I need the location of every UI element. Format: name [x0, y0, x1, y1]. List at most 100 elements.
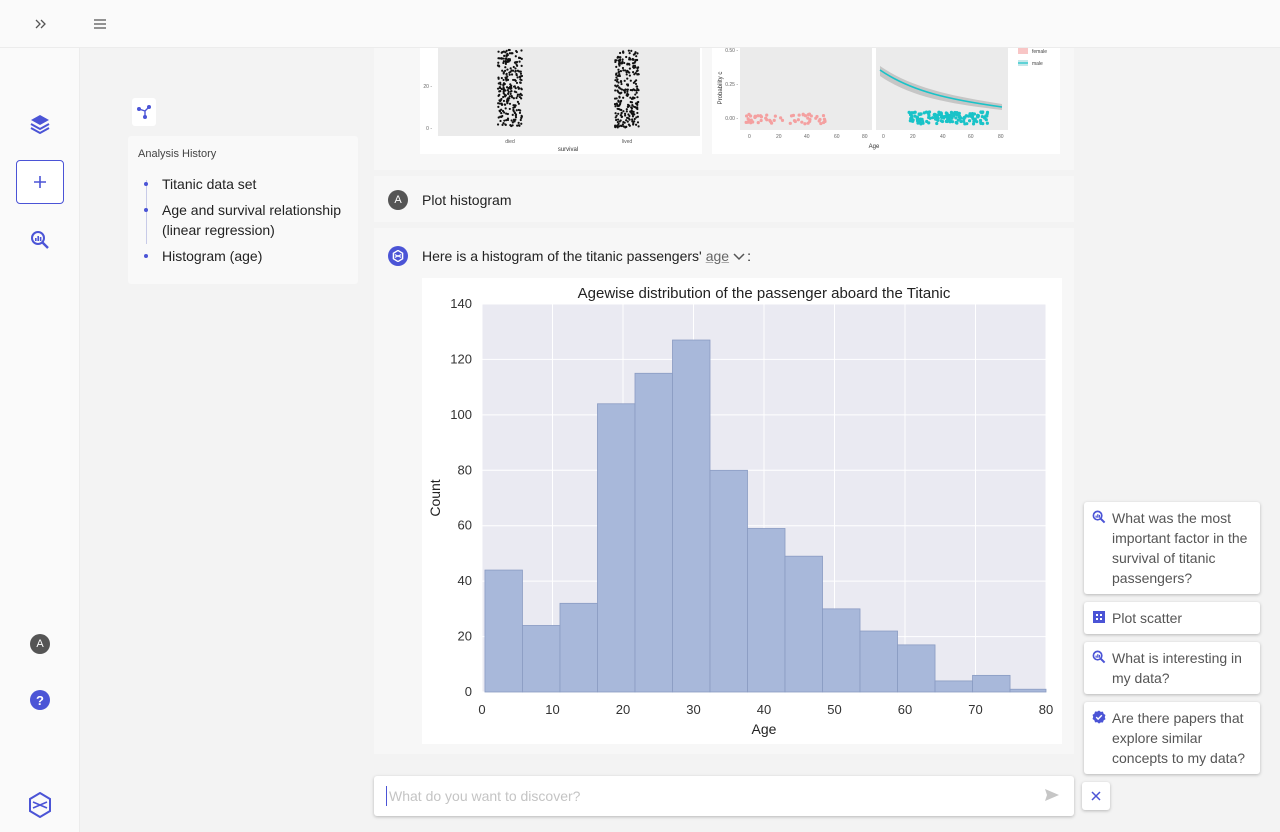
answer-colon: :	[747, 248, 751, 264]
user-avatar: A	[388, 190, 408, 210]
male-point	[939, 119, 943, 123]
jitter-point	[624, 69, 627, 72]
jitter-point	[501, 123, 504, 126]
histogram-svg: Agewise distribution of the passenger ab…	[427, 285, 1053, 737]
jitter-point	[504, 107, 507, 110]
jitter-point	[503, 119, 506, 122]
jitter-point	[513, 61, 517, 64]
jitter-point	[634, 66, 637, 69]
jitter-point	[629, 110, 633, 113]
male-point	[975, 120, 979, 124]
suggestion-interesting[interactable]: What is interesting in my data?	[1084, 642, 1260, 694]
expand-chevrons-icon[interactable]	[30, 14, 50, 34]
layers-button[interactable]	[16, 102, 64, 146]
male-point	[933, 117, 938, 121]
jitter-point	[500, 57, 503, 60]
history-item[interactable]: Age and survival relationship (linear re…	[144, 200, 348, 240]
jitter-point	[616, 124, 619, 127]
variable-selector[interactable]: age	[705, 248, 730, 264]
jitter-point	[616, 107, 619, 110]
jitter-point	[619, 119, 622, 122]
svg-text:40: 40	[940, 134, 946, 140]
female-point	[796, 118, 800, 122]
jitter-point	[506, 89, 510, 92]
male-point	[957, 115, 961, 119]
jitter-point	[499, 81, 502, 84]
graph-nodes-icon[interactable]	[132, 98, 156, 126]
answer-text: Here is a histogram of the titanic passe…	[422, 248, 702, 264]
history-item[interactable]: Histogram (age)	[144, 246, 348, 266]
answer-panel: Here is a histogram of the titanic passe…	[374, 228, 1074, 754]
close-button[interactable]	[1082, 782, 1110, 810]
female-point	[788, 121, 792, 125]
male-point	[962, 119, 966, 123]
jitter-point	[619, 70, 623, 73]
insights-button[interactable]	[16, 218, 64, 262]
help-button[interactable]: ?	[30, 690, 50, 710]
jitter-point	[499, 90, 502, 93]
send-icon[interactable]	[1044, 787, 1062, 805]
chart-title: Agewise distribution of the passenger ab…	[578, 285, 951, 302]
female-point	[800, 120, 804, 124]
jitter-point	[619, 108, 622, 111]
histogram-bar	[597, 403, 636, 693]
question-text: Plot histogram	[422, 192, 512, 208]
x-tick-label: 70	[968, 702, 982, 717]
jitter-point	[615, 65, 618, 68]
jitter-point	[624, 114, 627, 117]
history-item[interactable]: Titanic data set	[144, 174, 348, 194]
jitter-point	[498, 93, 501, 96]
female-point	[753, 115, 757, 120]
jitter-point	[500, 103, 504, 107]
male-point	[962, 117, 966, 121]
jitter-point	[498, 102, 501, 105]
male-point	[919, 112, 923, 116]
jitter-point	[613, 102, 617, 106]
y-tick-label: 60	[458, 518, 472, 533]
jitter-point	[632, 71, 635, 74]
plus-icon	[34, 176, 46, 188]
jitter-point	[515, 96, 518, 100]
x-tick-label: 30	[686, 702, 700, 717]
chevron-down-icon[interactable]	[733, 248, 745, 264]
x-tick-label: 50	[827, 702, 841, 717]
new-analysis-button[interactable]	[16, 160, 64, 204]
jitter-point	[620, 112, 623, 115]
suggestion-plot-scatter[interactable]: Plot scatter	[1084, 602, 1260, 634]
female-point	[819, 121, 823, 126]
jitter-point	[636, 121, 640, 124]
jitter-point	[510, 86, 513, 89]
jitter-point	[502, 84, 505, 87]
jitter-point	[631, 62, 635, 65]
suggestion-text: Plot scatter	[1112, 610, 1183, 626]
chat-input[interactable]	[386, 786, 1026, 806]
jitter-point	[516, 95, 519, 98]
jitter-point	[498, 57, 501, 60]
male-point	[936, 116, 940, 120]
jitter-point	[517, 87, 520, 90]
hexagon-logo-icon	[29, 791, 51, 819]
male-point	[919, 117, 923, 121]
jitter-point	[625, 73, 628, 76]
probability-axis-label: Probability c	[718, 72, 724, 105]
jitter-point	[625, 55, 628, 59]
jitter-point	[498, 110, 502, 113]
jitter-point	[520, 49, 523, 52]
svg-text:40: 40	[804, 134, 810, 140]
svg-text:0: 0	[882, 134, 885, 140]
jitter-point	[626, 103, 630, 106]
jitter-point	[637, 73, 640, 76]
male-point	[927, 110, 932, 114]
menu-icon[interactable]	[90, 14, 110, 34]
suggestion-important-factor[interactable]: What was the most important factor in th…	[1084, 502, 1260, 594]
jitter-point	[506, 112, 509, 116]
histogram-chart: Agewise distribution of the passenger ab…	[422, 278, 1062, 744]
user-avatar[interactable]: A	[30, 634, 50, 654]
jitter-point	[501, 51, 504, 54]
suggestion-papers[interactable]: Are there papers that explore similar co…	[1084, 702, 1260, 774]
female-point	[744, 114, 749, 118]
jitter-point	[616, 104, 619, 107]
jitter-point	[635, 85, 639, 88]
jitter-point	[511, 121, 514, 124]
jitter-point	[636, 67, 639, 70]
